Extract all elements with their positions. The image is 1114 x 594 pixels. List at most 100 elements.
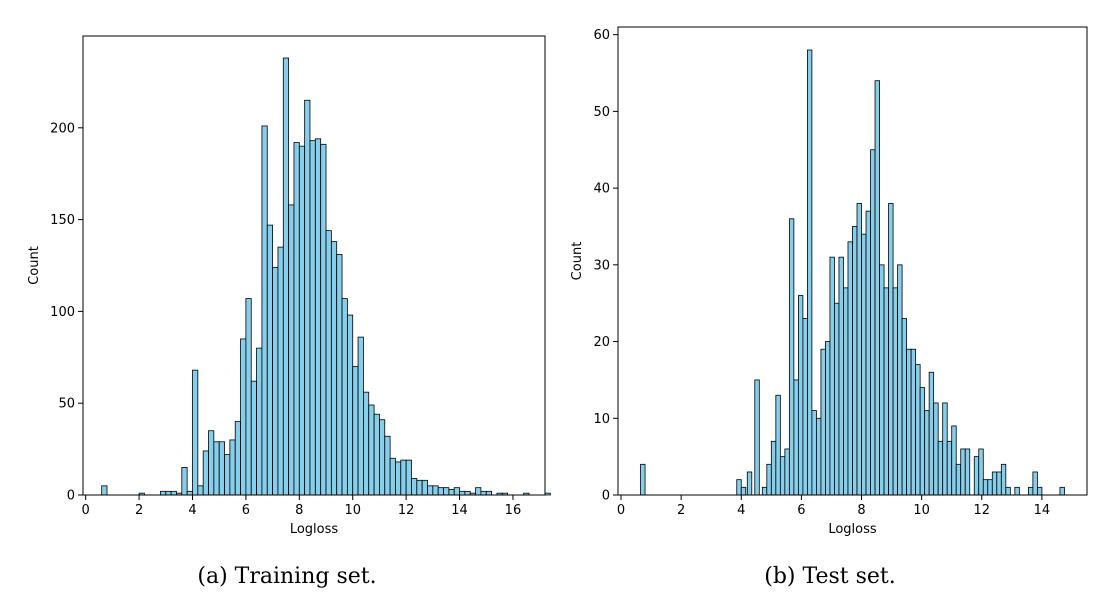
training-bar <box>101 485 108 496</box>
training-bar <box>336 254 343 496</box>
training-bar <box>170 490 177 496</box>
training-bar <box>293 142 300 496</box>
test-bar <box>960 448 966 496</box>
test-y-tick-label: 30 <box>593 258 610 273</box>
training-bar <box>218 441 225 496</box>
test-bar <box>1032 471 1038 496</box>
test-bar <box>740 486 747 496</box>
test-x-tick-label: 14 <box>1034 503 1051 518</box>
training-x-tick-label: 12 <box>398 503 415 518</box>
training-bar <box>432 485 439 496</box>
test-bar <box>924 410 930 496</box>
test-bar <box>829 256 835 496</box>
training-bar <box>208 430 215 496</box>
training-bar <box>341 298 348 496</box>
test-bar <box>973 456 980 496</box>
training-y-tick-label: 100 <box>50 305 75 320</box>
training-bar <box>234 421 241 496</box>
test-bar <box>852 226 858 496</box>
test-y-axis-label: Count <box>570 242 585 281</box>
training-bar <box>379 419 386 496</box>
training-set-histogram: 0 2 4 6 8 10 12 14 16 0 50 100 150 200 Logloss Count (a)… <box>27 35 551 589</box>
test-bar <box>779 456 786 496</box>
training-bar <box>256 347 263 496</box>
test-bar <box>754 379 760 496</box>
test-y-tick-label: 40 <box>593 182 610 197</box>
training-bar <box>266 224 274 496</box>
training-bar <box>325 230 332 496</box>
training-bar <box>459 490 466 496</box>
test-bar <box>978 448 984 496</box>
training-y-tick-label: 50 <box>58 397 75 412</box>
test-y-tick-label: 10 <box>593 412 610 427</box>
test-bar <box>951 425 957 496</box>
training-bar <box>448 489 455 496</box>
training-bar <box>453 487 460 496</box>
test-x-tick-label: 2 <box>677 503 685 518</box>
training-bar <box>186 490 193 496</box>
test-bar <box>982 479 989 496</box>
test-bar <box>761 486 768 496</box>
training-x-tick-label: 10 <box>344 503 361 518</box>
test-bar <box>915 364 921 496</box>
training-bar <box>277 246 284 496</box>
test-bar <box>746 471 753 496</box>
test-bar <box>797 295 804 496</box>
test-bar <box>870 149 876 496</box>
training-x-tick-label: 14 <box>451 503 468 518</box>
test-bar <box>640 463 646 496</box>
training-bar <box>272 266 279 496</box>
test-bar <box>770 440 777 496</box>
training-bar <box>165 490 172 496</box>
training-x-tick-label: 2 <box>135 503 143 518</box>
training-bar <box>544 492 551 496</box>
training-x-tick-label: 6 <box>242 503 250 518</box>
training-bar <box>405 459 412 496</box>
training-bar <box>314 138 322 496</box>
test-bar <box>879 264 885 496</box>
training-bar <box>411 478 418 496</box>
training-bar <box>240 338 247 496</box>
test-plot-frame <box>617 26 1088 496</box>
test-bar <box>987 479 993 496</box>
training-bar <box>250 380 257 496</box>
training-bar <box>304 99 311 496</box>
training-bar <box>245 298 252 496</box>
test-bar <box>955 463 962 496</box>
test-bar <box>861 233 867 496</box>
test-bar <box>825 341 831 496</box>
test-bar <box>906 348 912 496</box>
training-y-tick-label: 0 <box>67 489 75 504</box>
training-y-axis-label: Count <box>27 246 42 285</box>
training-bar <box>330 241 338 496</box>
test-bar <box>775 394 781 496</box>
test-bar <box>1014 486 1020 496</box>
test-bar <box>928 371 935 496</box>
training-x-axis-label: Logloss <box>290 522 339 537</box>
training-y-tick-label: 200 <box>50 121 75 136</box>
training-x-tick-label: 0 <box>82 503 90 518</box>
training-bar <box>389 457 396 496</box>
test-bar <box>811 410 817 496</box>
training-bar <box>352 366 359 496</box>
training-x-tick-label: 4 <box>188 503 196 518</box>
test-bar <box>892 287 899 496</box>
training-bar <box>192 369 199 496</box>
training-bar <box>346 314 354 496</box>
test-bar <box>847 241 853 496</box>
training-bar <box>320 143 327 496</box>
test-y-tick-label: 50 <box>593 105 610 120</box>
training-x-tick-label: 8 <box>295 503 303 518</box>
training-bar <box>202 450 209 496</box>
training-bar <box>298 145 306 496</box>
training-bar <box>416 479 423 496</box>
test-bar <box>1005 486 1011 496</box>
test-bar <box>874 80 880 496</box>
test-bar <box>1027 486 1034 496</box>
training-bar <box>475 487 482 496</box>
test-y-tick-label: 20 <box>593 335 610 350</box>
test-bar <box>901 318 908 496</box>
training-bar <box>480 490 487 496</box>
test-bar <box>766 463 772 496</box>
